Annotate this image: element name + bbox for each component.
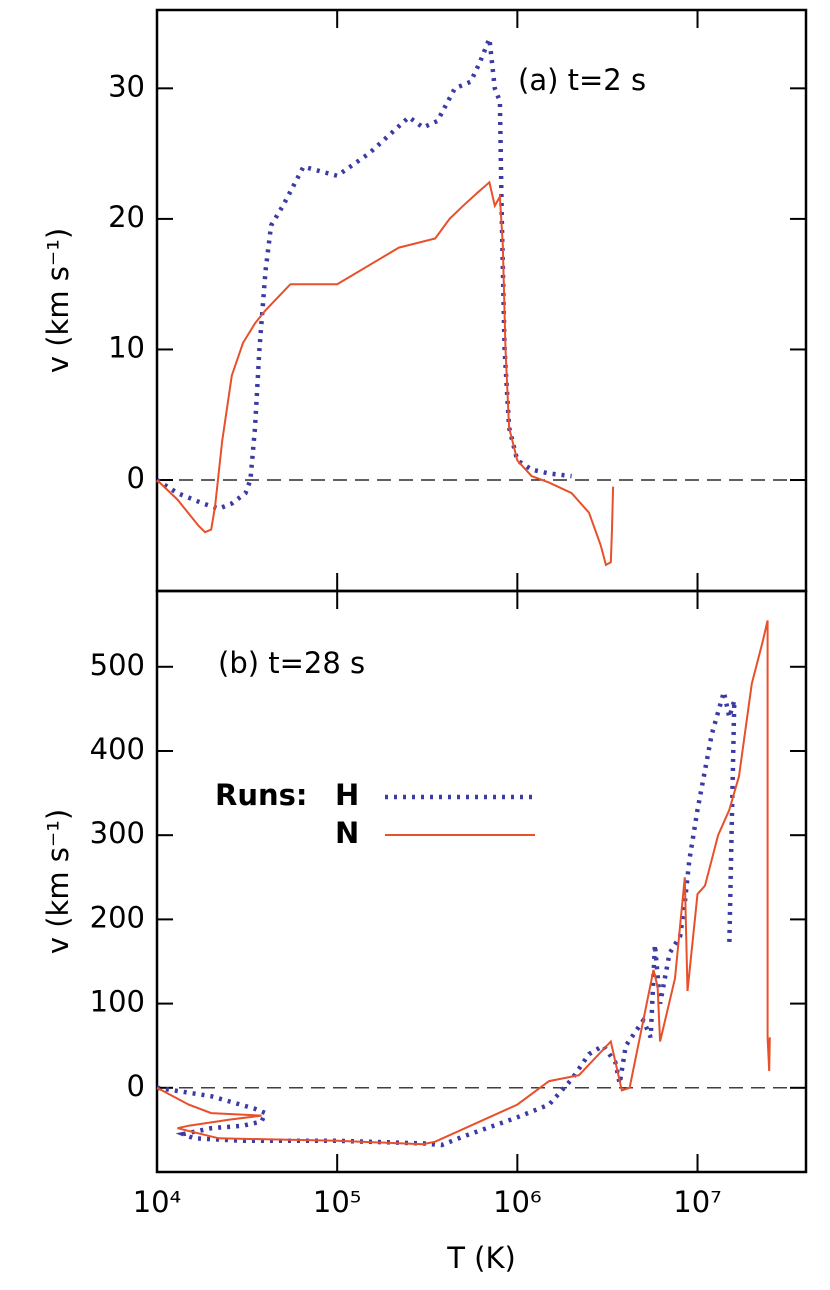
x-tick-label: 10⁷ (673, 1185, 722, 1219)
y-tick-label: 100 (90, 985, 145, 1019)
y-tick-label: 0 (127, 461, 145, 495)
y-tick-label: 0 (127, 1069, 145, 1103)
x-axis-label: T (K) (446, 1241, 516, 1275)
y-tick-label: 400 (90, 732, 145, 766)
series-line (155, 37, 572, 512)
x-tick-label: 10⁶ (493, 1185, 542, 1219)
x-tick-label: 10⁵ (313, 1185, 362, 1219)
legend-title: Runs: (215, 778, 307, 812)
y-axis-label: v (km s⁻¹) (41, 809, 75, 954)
y-tick-label: 300 (90, 816, 145, 850)
y-tick-label: 10 (108, 330, 145, 364)
y-tick-label: 500 (90, 648, 145, 682)
panel-annotation: (a) t=2 s (518, 63, 646, 97)
series-line (156, 691, 737, 1148)
y-tick-label: 200 (90, 900, 145, 934)
y-tick-label: 20 (108, 200, 145, 234)
series-line (156, 620, 771, 1146)
x-tick-label: 10⁴ (133, 1185, 182, 1219)
legend-label: H (335, 778, 359, 812)
panel-annotation: (b) t=28 s (218, 646, 365, 680)
y-tick-label: 30 (108, 69, 145, 103)
y-axis-label: v (km s⁻¹) (41, 228, 75, 373)
plot-frame (155, 8, 808, 593)
legend-label: N (335, 816, 359, 850)
plot-frame (155, 589, 808, 1174)
series-line (156, 180, 615, 567)
